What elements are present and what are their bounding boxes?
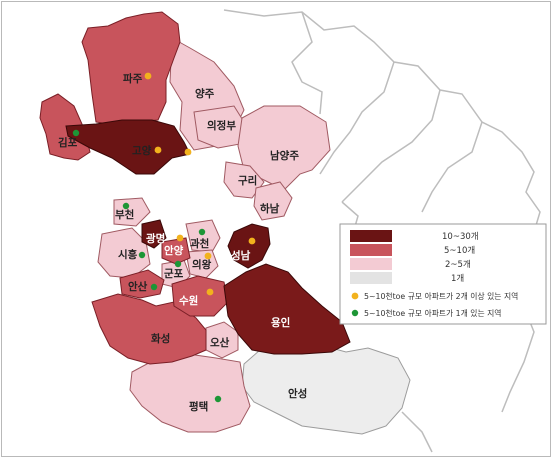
- dot-green-gwacheon: [198, 228, 206, 236]
- legend-swatch-1: [350, 272, 392, 284]
- legend-swatch-10-30: [350, 230, 392, 242]
- legend-label-10-30: 10~30개: [442, 231, 479, 242]
- label-gwangmyeong: 광명: [146, 232, 165, 245]
- legend-swatch-2-5: [350, 258, 392, 270]
- dot-yellow-anyang: [176, 234, 184, 242]
- legend-swatch-5-10: [350, 244, 392, 256]
- label-anseong: 안성: [288, 387, 307, 400]
- dot-yellow-suwon: [206, 288, 214, 296]
- dot-green-bucheon: [122, 202, 130, 210]
- legend-label-5-10: 5~10개: [444, 245, 475, 256]
- legend: 10~30개 5~10개 2~5개 1개 5~10천toe 규모 아파트가 2개…: [339, 223, 547, 325]
- label-goyang: 고양: [132, 145, 152, 157]
- label-guri: 구리: [238, 174, 257, 187]
- region-paju: [81, 11, 181, 125]
- label-yangju: 양주: [195, 88, 215, 100]
- label-anyang: 안양: [164, 244, 184, 257]
- label-bucheon: 부천: [115, 208, 134, 221]
- label-namyangju: 남양주: [270, 149, 299, 162]
- region-seongnam: [227, 223, 271, 269]
- region-suwon: [171, 275, 229, 317]
- label-hwaseong: 화성: [151, 332, 170, 345]
- label-paju: 파주: [123, 72, 143, 85]
- region-anseong: [241, 345, 411, 435]
- legend-label-dot-yellow: 5~10천toe 규모 아파트가 2개 이상 있는 지역: [364, 291, 518, 301]
- region-guri: [223, 161, 265, 199]
- legend-dot-green: [351, 309, 359, 317]
- dot-green-ansan: [150, 283, 158, 291]
- region-siheung: [97, 227, 151, 279]
- legend-dot-yellow: [351, 292, 359, 300]
- dot-yellow-seongnam: [248, 237, 256, 245]
- region-gimpo: [39, 93, 91, 161]
- label-uiwang: 의왕: [192, 258, 212, 271]
- dot-yellow-goyang-east: [184, 148, 192, 156]
- label-gimpo: 김포: [58, 137, 78, 149]
- legend-label-dot-green: 5~10천toe 규모 아파트가 1개 있는 지역: [364, 308, 501, 318]
- region-goyang: [65, 119, 191, 175]
- label-pyeongtaek: 평택: [189, 400, 208, 413]
- dot-green-pyeongtaek: [214, 395, 222, 403]
- dot-yellow-goyang: [154, 146, 162, 154]
- label-osan: 오산: [210, 336, 230, 349]
- label-gwacheon: 과천: [190, 237, 209, 250]
- region-hanam: [253, 181, 293, 221]
- label-seongnam: 성남: [231, 249, 251, 262]
- region-hwaseong: [91, 293, 207, 365]
- legend-label-1: 1개: [451, 273, 464, 284]
- legend-label-2-5: 2~5개: [445, 259, 471, 270]
- region-pyeongtaek: [129, 353, 251, 433]
- dot-green-uiwang: [174, 260, 182, 268]
- label-gunpo: 군포: [164, 268, 184, 280]
- label-siheung: 시흥: [118, 248, 138, 261]
- marker-dots: [72, 72, 256, 403]
- region-yongin: [223, 263, 351, 355]
- dot-yellow-uiwang: [204, 252, 212, 260]
- label-yongin: 용인: [271, 316, 290, 329]
- region-gwacheon: [185, 219, 221, 253]
- label-suwon: 수원: [179, 294, 198, 307]
- dot-green-gimpo: [72, 129, 80, 137]
- dot-green-siheung: [138, 251, 146, 259]
- label-uijeongbu: 의정부: [207, 119, 236, 132]
- region-gwangmyeong: [141, 219, 167, 249]
- region-ansan: [119, 269, 165, 299]
- label-ansan: 안산: [128, 280, 148, 293]
- label-hanam: 하남: [260, 202, 280, 215]
- dot-yellow-paju: [144, 72, 152, 80]
